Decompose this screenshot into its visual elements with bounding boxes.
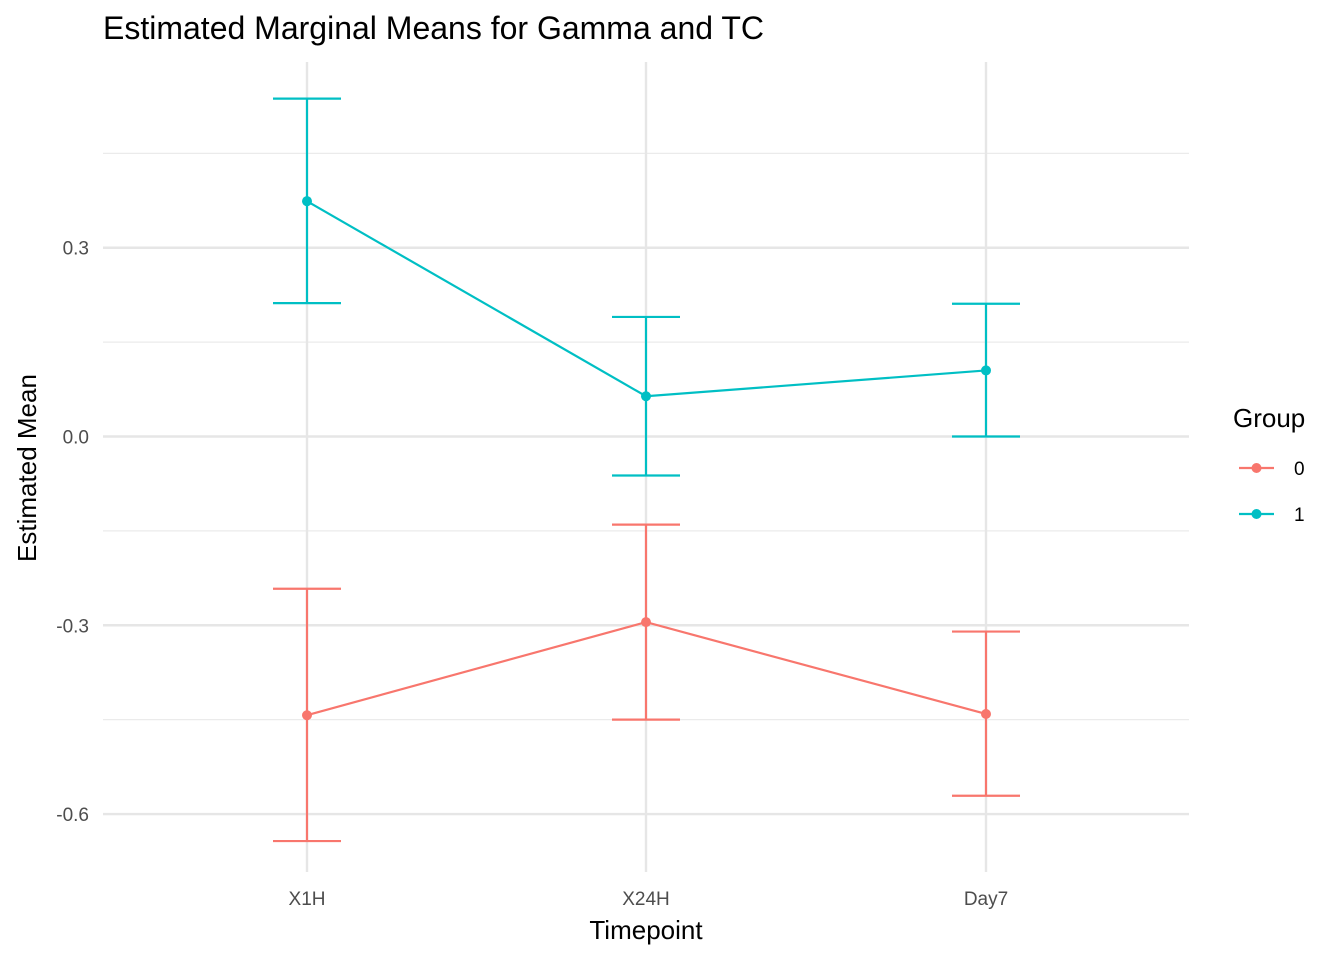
data-point <box>302 196 312 207</box>
data-point <box>981 365 991 376</box>
y-tick-label: 0.0 <box>63 428 89 449</box>
legend-key-point <box>1251 509 1262 519</box>
x-tick-label: X1H <box>289 889 326 910</box>
legend-label: 1 <box>1294 505 1305 526</box>
series-1 <box>273 97 1020 477</box>
data-point <box>641 617 651 628</box>
legend-label: 0 <box>1294 459 1305 480</box>
legend-title: Group <box>1233 403 1305 433</box>
y-axis-tick-labels: -0.6 -0.3 0.0 0.3 <box>56 239 89 826</box>
y-tick-label: -0.3 <box>56 616 89 637</box>
series-layer <box>273 97 1020 843</box>
x-axis-tick-labels: X1H X24H Day7 <box>289 889 1009 910</box>
legend-item-1: 1 <box>1239 505 1305 526</box>
legend-key-point <box>1251 463 1262 473</box>
legend-items: 01 <box>1239 459 1305 526</box>
x-tick-label: Day7 <box>964 889 1008 910</box>
y-tick-label: -0.6 <box>56 805 89 826</box>
legend-item-0: 0 <box>1239 459 1305 480</box>
data-point <box>641 391 651 402</box>
x-axis-title: Timepoint <box>589 915 703 945</box>
data-point <box>302 710 312 721</box>
data-point <box>981 708 991 719</box>
y-tick-label: 0.3 <box>63 239 89 260</box>
chart-title: Estimated Marginal Means for Gamma and T… <box>103 10 764 46</box>
x-tick-label: X24H <box>622 889 670 910</box>
series-0 <box>273 523 1020 843</box>
legend: Group 01 <box>1233 403 1305 526</box>
y-axis-title: Estimated Mean <box>12 374 42 562</box>
